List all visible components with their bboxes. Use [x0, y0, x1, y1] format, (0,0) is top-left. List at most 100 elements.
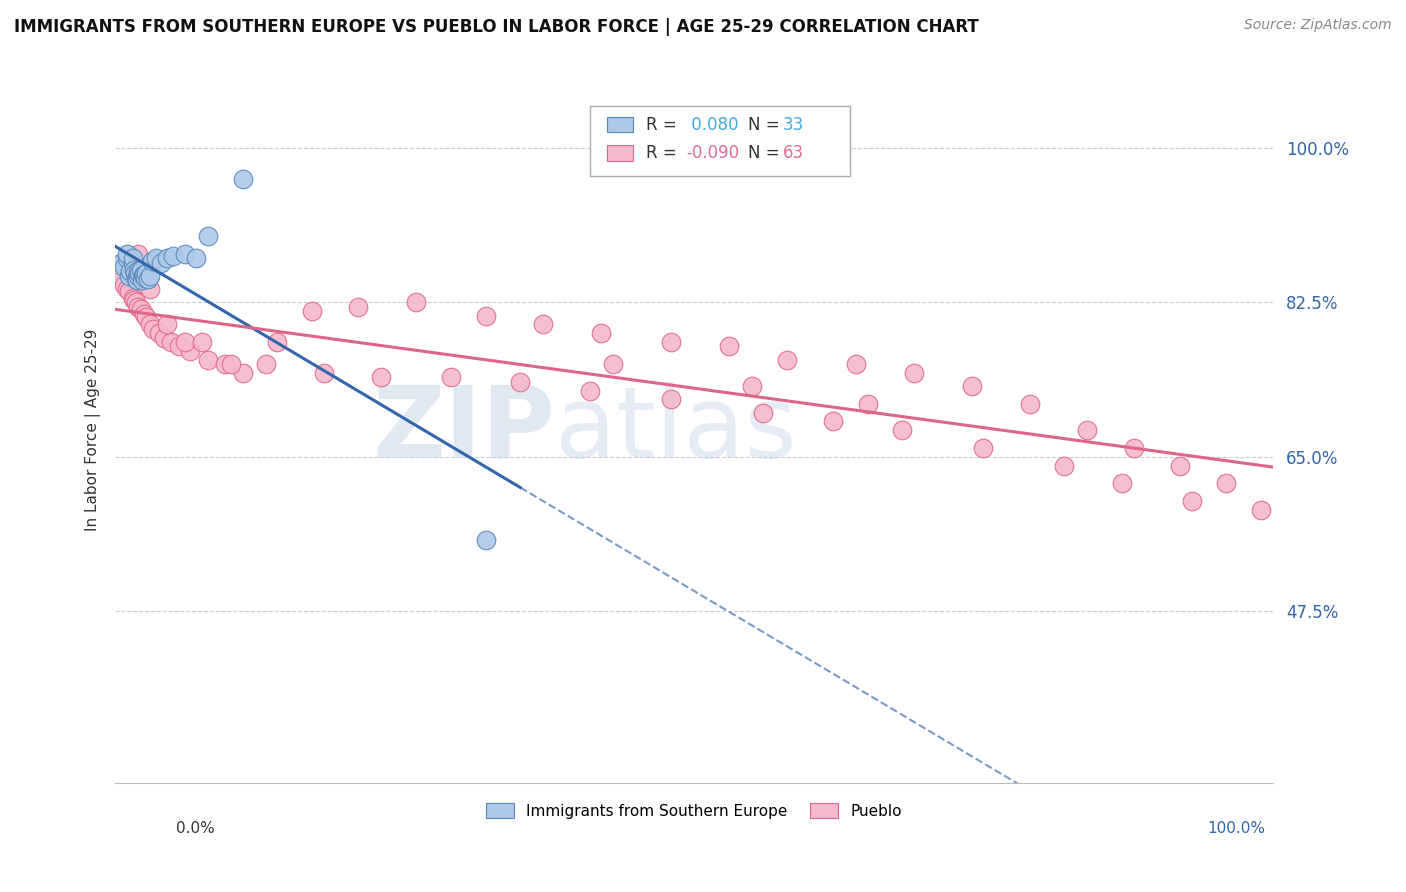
Point	[118, 268, 141, 283]
Point	[156, 318, 179, 332]
Point	[114, 260, 136, 274]
Point	[254, 357, 277, 371]
Point	[118, 284, 141, 298]
Text: 63: 63	[783, 144, 804, 162]
Text: 0.0%: 0.0%	[176, 821, 215, 836]
Point	[142, 322, 165, 336]
Point	[1168, 458, 1191, 473]
Point	[602, 357, 624, 371]
Point	[856, 397, 879, 411]
Point	[301, 304, 323, 318]
Point	[110, 255, 132, 269]
Point	[717, 339, 740, 353]
Point	[509, 375, 531, 389]
Text: Source: ZipAtlas.com: Source: ZipAtlas.com	[1244, 18, 1392, 32]
Point	[115, 252, 138, 266]
Point	[127, 300, 149, 314]
Text: atlas: atlas	[555, 382, 797, 479]
Text: N =: N =	[748, 116, 785, 134]
Point	[533, 318, 555, 332]
Point	[474, 533, 496, 548]
Point	[1181, 493, 1204, 508]
Point	[139, 318, 162, 332]
Point	[153, 331, 176, 345]
Point	[845, 357, 868, 371]
Text: 100.0%: 100.0%	[1208, 821, 1265, 836]
Point	[197, 229, 219, 244]
Point	[134, 270, 156, 285]
Text: 0.080: 0.080	[686, 116, 738, 134]
Point	[122, 262, 145, 277]
Text: -0.090: -0.090	[686, 144, 740, 162]
Point	[132, 268, 155, 282]
Text: 33: 33	[783, 116, 804, 134]
Point	[139, 268, 162, 283]
Point	[121, 252, 143, 266]
Text: R =: R =	[647, 116, 682, 134]
Point	[159, 334, 181, 349]
Point	[129, 262, 152, 277]
Text: ZIP: ZIP	[373, 382, 555, 479]
Point	[125, 271, 148, 285]
Point	[139, 282, 162, 296]
Point	[821, 414, 844, 428]
Point	[591, 326, 613, 341]
Point	[127, 273, 149, 287]
Text: IMMIGRANTS FROM SOUTHERN EUROPE VS PUEBLO IN LABOR FORCE | AGE 25-29 CORRELATION: IMMIGRANTS FROM SOUTHERN EUROPE VS PUEBL…	[14, 18, 979, 36]
Point	[891, 423, 914, 437]
Point	[474, 309, 496, 323]
Point	[179, 343, 201, 358]
Point	[131, 273, 153, 287]
Point	[127, 264, 149, 278]
Point	[114, 277, 136, 292]
Point	[135, 266, 157, 280]
Point	[659, 334, 682, 349]
Point	[141, 253, 163, 268]
Point	[120, 264, 142, 278]
Point	[197, 352, 219, 367]
Text: R =: R =	[647, 144, 682, 162]
Point	[173, 334, 195, 349]
Point	[122, 293, 145, 307]
Point	[145, 252, 167, 266]
Point	[659, 392, 682, 407]
Point	[115, 247, 138, 261]
Point	[134, 307, 156, 321]
Point	[173, 247, 195, 261]
Text: N =: N =	[748, 144, 785, 162]
Legend: Immigrants from Southern Europe, Pueblo: Immigrants from Southern Europe, Pueblo	[481, 797, 908, 825]
Point	[110, 273, 132, 287]
Point	[752, 406, 775, 420]
Point	[136, 271, 159, 285]
Point	[121, 291, 143, 305]
Point	[156, 252, 179, 266]
Point	[214, 357, 236, 371]
Point	[162, 249, 184, 263]
Point	[775, 352, 797, 367]
Point	[219, 357, 242, 371]
Point	[370, 370, 392, 384]
Point	[578, 384, 600, 398]
Point	[440, 370, 463, 384]
Point	[121, 255, 143, 269]
Point	[127, 268, 149, 283]
Point	[741, 379, 763, 393]
FancyBboxPatch shape	[607, 145, 633, 161]
Y-axis label: In Labor Force | Age 25-29: In Labor Force | Age 25-29	[86, 329, 101, 532]
Point	[135, 310, 157, 325]
Point	[124, 266, 146, 280]
Point	[127, 247, 149, 261]
Point	[405, 295, 427, 310]
Point	[148, 326, 170, 341]
Point	[1053, 458, 1076, 473]
Point	[128, 266, 150, 280]
Point	[347, 300, 370, 314]
Point	[972, 441, 994, 455]
Point	[266, 334, 288, 349]
Point	[1111, 476, 1133, 491]
Point	[115, 282, 138, 296]
Point	[167, 339, 190, 353]
Point	[960, 379, 983, 393]
Point	[125, 295, 148, 310]
Point	[231, 172, 253, 186]
